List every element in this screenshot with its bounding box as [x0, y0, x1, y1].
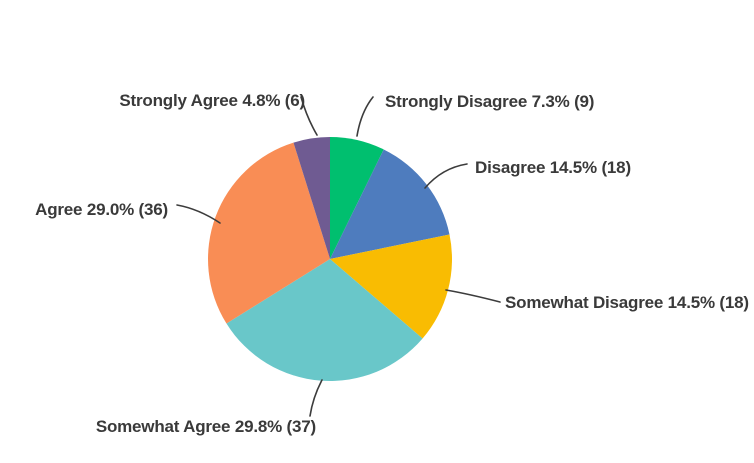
label-somewhat-disagree: Somewhat Disagree 14.5% (18) [505, 293, 749, 312]
pie-slice-agree [208, 142, 330, 324]
pie-slice-disagree [330, 149, 450, 259]
pie-slices [208, 137, 452, 381]
label-strongly-agree: Strongly Agree 4.8% (6) [119, 91, 305, 110]
label-disagree: Disagree 14.5% (18) [475, 158, 631, 177]
pie-slice-strongly-agree [293, 137, 330, 259]
leader-line-strongly-agree [300, 96, 318, 136]
label-somewhat-agree: Somewhat Agree 29.8% (37) [95, 417, 316, 436]
pie-slice-somewhat-agree [226, 259, 423, 381]
leader-line-somewhat-agree [309, 379, 323, 417]
pie-slice-strongly-disagree [330, 137, 384, 259]
leader-line-somewhat-disagree [445, 289, 501, 303]
leader-line-agree [176, 204, 221, 224]
label-strongly-disagree: Strongly Disagree 7.3% (9) [385, 92, 595, 111]
leader-line-strongly-disagree [356, 96, 374, 137]
label-agree: Agree 29.0% (36) [35, 200, 168, 219]
pie-slice-somewhat-disagree [330, 234, 452, 339]
leader-line-disagree [424, 163, 468, 189]
leader-lines [176, 96, 501, 417]
